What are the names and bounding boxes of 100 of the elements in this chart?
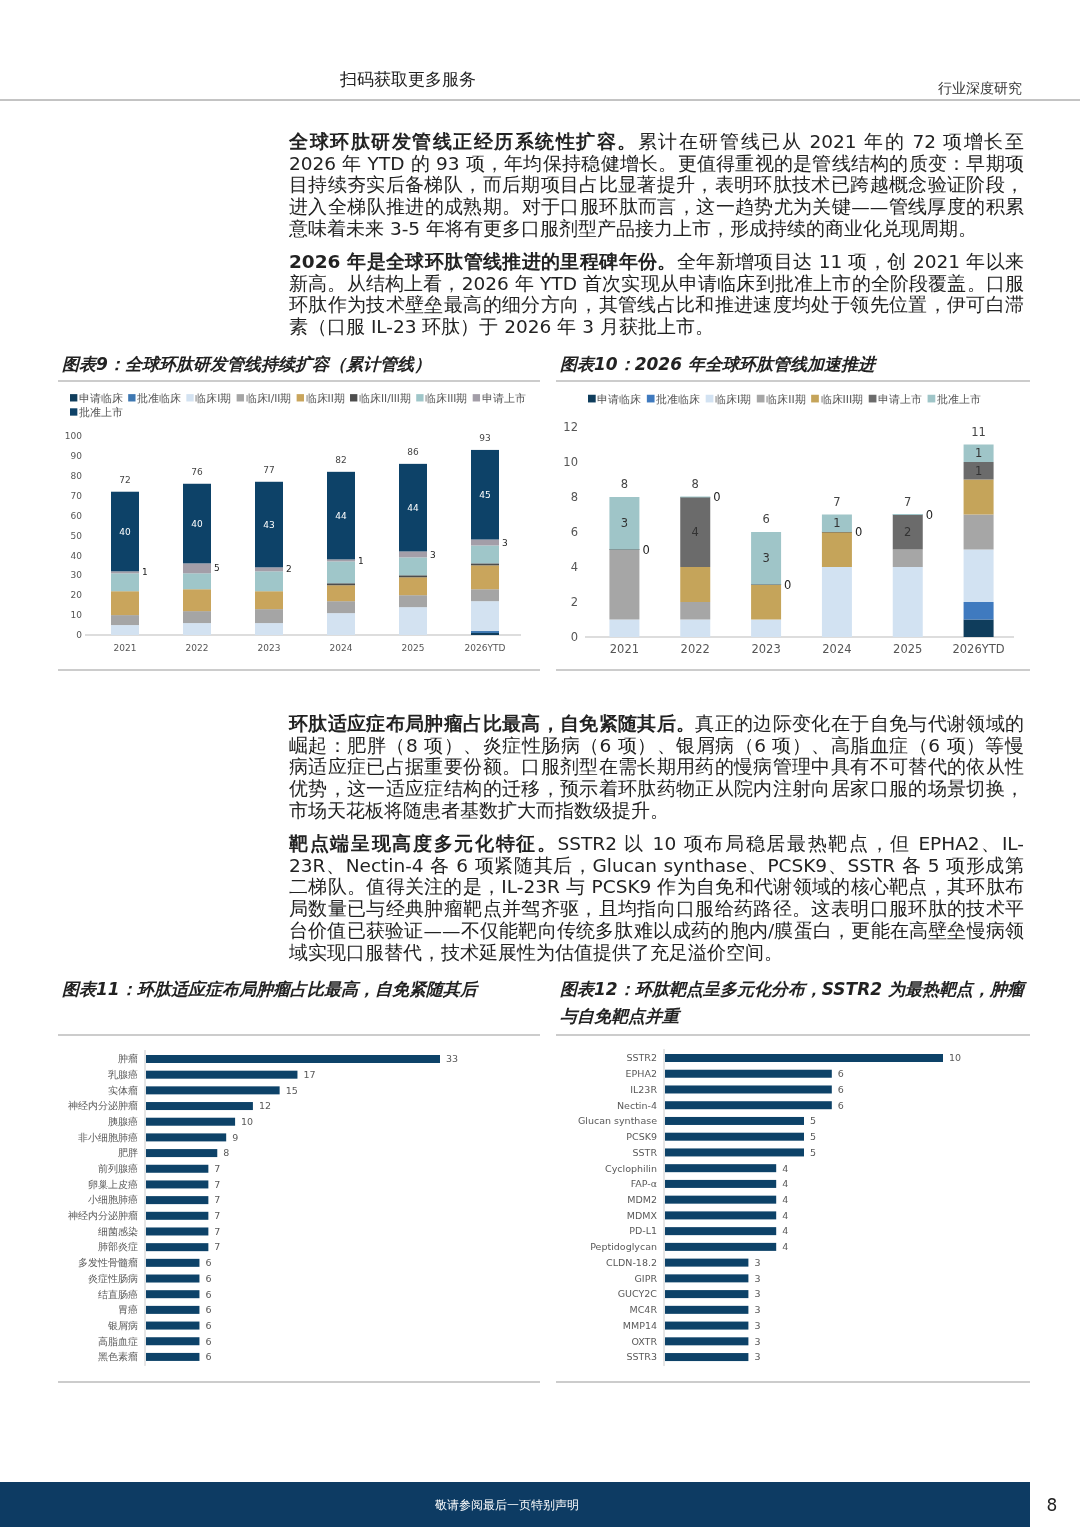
data-label: 0 <box>925 507 934 522</box>
y-tick-label: MMP14 <box>622 1319 657 1331</box>
total-label: 93 <box>479 432 491 443</box>
x-tick-label: 2026YTD <box>464 643 506 653</box>
data-label: 6 <box>205 1335 212 1347</box>
data-label: 4 <box>782 1162 789 1174</box>
legend-label: 临床I/II期 <box>245 392 292 404</box>
y-tick-label: 100 <box>64 431 83 442</box>
legend-label: 批准临床 <box>137 392 182 404</box>
data-label: 3 <box>754 1288 761 1300</box>
y-tick-label: 银屑病 <box>107 1319 138 1331</box>
y-tick-label: 90 <box>70 451 83 462</box>
y-tick-label: EPHA2 <box>625 1068 657 1080</box>
x-tick-label: 2022 <box>680 642 710 656</box>
y-tick-label: 2 <box>570 595 578 610</box>
text: 靶点端呈现高度多元化特征。SSTR2 以 10 项布局稳居最热靶点，但 EPHA2、IL-23R、Nectin-4 各 6 项紧随其后，Glucan synthase、PCSK9、SSTR 各 5 项形成第二梯队。值得关注的是，IL-23R 与 PCSK9 作为自免和代谢领域的核心靶点，其环肽布局数量已与经典肿瘤靶点并驾齐驱，且均指向口服给药路径。这表明口服环肽的技术平台价值已获验证——不仅能靶向传统多肽难以成药的胞内/膜蛋白，更能在高壁垒慢病领域实现口服替代，技术延展性为估值提供了充足溢价空间。 <box>289 833 1024 963</box>
x-tick-label: 2025 <box>401 643 425 653</box>
data-label: 3 <box>502 537 508 548</box>
y-tick-label: Nectin-4 <box>616 1099 657 1111</box>
legend-label: 申请上市 <box>481 392 526 404</box>
chart-title: 图表10：2026 年全球环肽管线加速推进 <box>560 354 875 374</box>
legend-label: 批准临床 <box>656 393 701 406</box>
total-label: 76 <box>191 466 203 477</box>
data-label: 5 <box>810 1131 817 1143</box>
data-label: 6 <box>205 1351 212 1363</box>
y-tick-label: 非小细胞肺癌 <box>78 1131 138 1143</box>
y-tick-label: 神经内分泌肿瘤 <box>68 1210 138 1222</box>
data-label: 6 <box>205 1288 212 1300</box>
data-label: 4 <box>691 525 699 540</box>
data-label: 2 <box>904 525 912 540</box>
x-tick-label: 2026YTD <box>952 642 1005 656</box>
data-label: 3 <box>754 1319 761 1331</box>
data-label: 3 <box>620 516 629 531</box>
data-label: 5 <box>810 1146 817 1158</box>
y-tick-label: IL23R <box>630 1083 658 1095</box>
data-label: 4 <box>782 1209 789 1221</box>
y-tick-label: 前列腺癌 <box>98 1163 138 1175</box>
total-label: 11 <box>971 424 986 439</box>
y-tick-label: Peptidoglycan <box>590 1241 657 1253</box>
y-tick-label: 高脂血症 <box>98 1335 138 1347</box>
total-label: 72 <box>119 474 131 485</box>
x-tick-label: 2023 <box>751 642 781 656</box>
data-label: 7 <box>214 1225 221 1237</box>
y-tick-label: 12 <box>563 420 578 435</box>
data-label: 6 <box>205 1319 212 1331</box>
legend-label: 临床II/III期 <box>358 392 411 404</box>
y-tick-label: GIPR <box>634 1272 658 1284</box>
data-label: 17 <box>303 1069 316 1081</box>
data-label: 9 <box>232 1131 239 1143</box>
y-tick-label: 乳腺癌 <box>108 1069 138 1081</box>
data-label: 1 <box>833 516 841 531</box>
total-label: 7 <box>904 494 912 509</box>
y-tick-label: 肺部炎症 <box>98 1241 138 1253</box>
y-tick-label: 20 <box>70 590 83 601</box>
chart-title: 图表9：全球环肽研发管线持续扩容（累计管线） <box>62 354 431 374</box>
data-label: 5 <box>810 1115 817 1127</box>
text: 8 <box>1046 1495 1058 1515</box>
legend-label: 临床I期 <box>195 392 232 404</box>
data-label: 15 <box>285 1084 298 1096</box>
data-label: 4 <box>782 1193 789 1205</box>
data-label: 40 <box>191 518 203 529</box>
data-label: 44 <box>335 510 347 521</box>
x-tick-label: 2023 <box>257 643 281 653</box>
text: 环肽适应症布局肿瘤占比最高，自免紧随其后。真正的边际变化在于自免与代谢领域的崛起：肥胖（8 项）、炎症性肠病（6 项）、银屑病（6 项）、高脂血症（6 项）等慢病适应症已占据重要份额。口服剂型在需长期用药的慢病管理中具有不可替代的依从性优势，这一适应症结构的迁移，预示着环肽药物正从院内注射向居家口服的场景切换，市场天花板将随患者基数扩大而指数级提升。 <box>289 713 1025 821</box>
data-label: 1 <box>974 463 983 478</box>
data-label: 6 <box>837 1099 844 1111</box>
y-tick-label: 结直肠癌 <box>98 1288 138 1300</box>
data-label: 10 <box>949 1052 962 1064</box>
data-label: 0 <box>713 490 721 505</box>
data-label: 3 <box>754 1351 761 1363</box>
data-label: 7 <box>214 1241 221 1253</box>
data-label: 12 <box>258 1100 271 1112</box>
legend-label: 批准上市 <box>936 393 981 406</box>
y-tick-label: SSTR <box>632 1146 658 1158</box>
data-label: 44 <box>407 502 419 513</box>
y-tick-label: MDM2 <box>627 1193 657 1205</box>
y-tick-label: 炎症性肠病 <box>88 1272 138 1284</box>
data-label: 4 <box>782 1241 789 1253</box>
data-label: 2 <box>286 564 292 575</box>
y-tick-label: GUCY2C <box>617 1288 658 1300</box>
y-tick-label: 0 <box>570 630 578 645</box>
y-tick-label: 30 <box>70 570 83 581</box>
data-label: 3 <box>754 1256 761 1268</box>
x-tick-label: 2021 <box>113 643 137 653</box>
data-label: 45 <box>479 489 491 500</box>
y-tick-label: SSTR2 <box>626 1052 657 1064</box>
y-tick-label: CLDN-18.2 <box>606 1256 657 1268</box>
data-label: 4 <box>782 1178 789 1190</box>
data-label: 6 <box>205 1272 212 1284</box>
data-label: 3 <box>762 551 770 566</box>
legend-label: 临床II期 <box>305 392 345 404</box>
legend-label: 申请临床 <box>78 392 123 404</box>
text: 敬请参阅最后一页特别声明 <box>435 1498 579 1512</box>
text: 行业深度研究 <box>938 80 1022 96</box>
legend-label: 申请临床 <box>597 393 642 406</box>
y-tick-label: 10 <box>563 455 578 470</box>
text: 全球环肽研发管线正经历系统性扩容。累计在研管线已从 2021 年的 72 项增长至 2026 年 YTD 的 93 项，年均保持稳健增长。更值得重视的是管线结构的质变：早期项目持续夯实后备梯队，而后期项目占比显著提升，表明环肽技术已跨越概念验证阶段，进入全梯队推进的成熟期。对于口服环肽而言，这一趋势尤为关键——管线厚度的积累意味着未来 3-5 年将有更多口服剂型产品接力上市，形成持续的商业化兑现周期。 <box>289 131 1024 239</box>
x-tick-label: 2021 <box>609 642 640 656</box>
y-tick-label: 肥胖 <box>118 1147 138 1159</box>
data-label: 43 <box>263 519 275 530</box>
